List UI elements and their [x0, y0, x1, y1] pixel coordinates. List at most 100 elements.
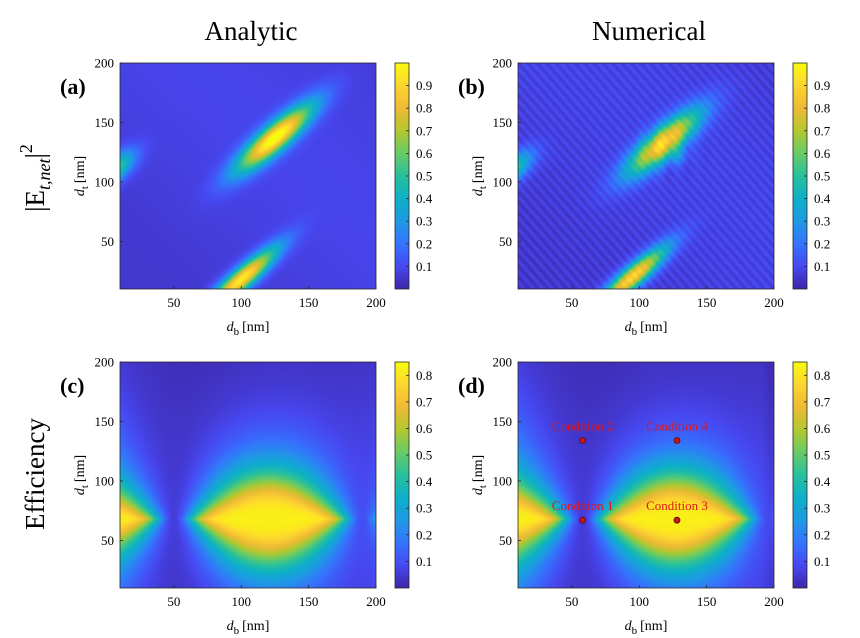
x-tick-label: 200 — [366, 295, 386, 310]
colorbar-tick-label: 0.1 — [416, 554, 432, 569]
colorbar-tick-label: 0.5 — [814, 169, 830, 184]
colorbar-tick-label: 0.5 — [416, 169, 432, 184]
colorbar-tick-label: 0.1 — [814, 554, 830, 569]
condition-label: Condition 3 — [646, 498, 708, 513]
row-label-efficiency: Efficiency — [20, 418, 50, 530]
colorbar-tick-label: 0.8 — [814, 368, 830, 383]
panel-label: (a) — [60, 74, 86, 99]
panel-d: 50 100 150 200 50 100 150 200 db [nm] dt[nm] (d) 0.1… — [458, 355, 831, 638]
x-tick-label: 200 — [764, 594, 784, 609]
colorbar-tick-label: 0.2 — [814, 236, 830, 251]
colorbar-tick-label: 0.6 — [814, 146, 831, 161]
colorbar-tick-label: 0.3 — [416, 501, 432, 516]
colorbar-tick-label: 0.3 — [814, 501, 830, 516]
y-axis-label: dt[nm] — [73, 455, 91, 495]
condition-marker — [579, 437, 587, 444]
condition-marker — [579, 516, 587, 524]
condition-marker — [673, 516, 681, 524]
y-tick-label: 200 — [493, 56, 513, 71]
heatmap-image — [120, 63, 376, 289]
x-tick-label: 50 — [167, 295, 180, 310]
plot-frame — [517, 62, 775, 290]
x-tick-label: 100 — [630, 594, 650, 609]
panel-b: 50 100 150 200 50 100 150 200 db [nm] dt[nm] (b) 0.1… — [458, 56, 831, 339]
x-tick-label: 200 — [366, 594, 386, 609]
colorbar-tick-label: 0.4 — [814, 474, 831, 489]
panels: 50 100 150 200 50 100 150 200 db [nm] dt[nm] (a) 0.1… — [60, 56, 831, 638]
plot-frame — [119, 62, 377, 290]
x-tick-label: 50 — [565, 594, 578, 609]
colorbar-tick-label: 0.9 — [814, 78, 830, 93]
column-title-analytic: Analytic — [205, 16, 298, 46]
x-tick-label: 50 — [167, 594, 180, 609]
y-tick-label: 50 — [101, 234, 114, 249]
y-tick-label: 200 — [493, 355, 513, 370]
colorbar-tick-label: 0.8 — [416, 101, 432, 116]
y-tick-label: 150 — [95, 115, 115, 130]
colorbar-tick-label: 0.2 — [814, 527, 830, 542]
y-tick-label: 100 — [493, 473, 513, 488]
x-tick-label: 100 — [630, 295, 650, 310]
y-tick-label: 100 — [95, 174, 115, 189]
x-axis-label: db [nm] — [625, 320, 668, 338]
y-tick-label: 50 — [499, 533, 512, 548]
colorbar-tick-label: 0.3 — [814, 214, 830, 229]
colorbar-tick-label: 0.9 — [416, 78, 432, 93]
panel-label: (d) — [458, 373, 485, 398]
x-tick-label: 100 — [232, 594, 252, 609]
colorbar-tick-label: 0.4 — [416, 474, 433, 489]
colorbar-tick-label: 0.8 — [416, 368, 432, 383]
colorbar-tick-label: 0.6 — [814, 421, 831, 436]
colorbar-tick-label: 0.5 — [814, 448, 830, 463]
x-tick-label: 100 — [232, 295, 252, 310]
colorbar — [394, 361, 410, 589]
panel-a: 50 100 150 200 50 100 150 200 db [nm] dt[nm] (a) 0.1… — [60, 56, 433, 339]
condition-marker — [673, 437, 681, 444]
x-axis-label: db [nm] — [625, 619, 668, 637]
colorbar — [792, 361, 808, 589]
colorbar-tick-label: 0.3 — [416, 214, 432, 229]
x-tick-label: 50 — [565, 295, 578, 310]
y-tick-label: 200 — [95, 355, 115, 370]
column-title-numerical: Numerical — [592, 16, 706, 46]
colorbar-tick-label: 0.7 — [416, 394, 433, 409]
y-tick-label: 150 — [493, 115, 513, 130]
y-axis-label: dt[nm] — [471, 156, 489, 196]
plot-frame — [119, 361, 377, 589]
colorbar-tick-label: 0.7 — [814, 394, 831, 409]
colorbar-tick-label: 0.5 — [416, 448, 432, 463]
x-tick-label: 150 — [697, 295, 717, 310]
x-tick-label: 150 — [299, 594, 319, 609]
heatmap-image — [120, 362, 376, 588]
colorbar-tick-label: 0.1 — [416, 259, 432, 274]
colorbar-tick-label: 0.7 — [814, 123, 831, 138]
plot-frame — [517, 361, 775, 589]
colorbar-tick-label: 0.6 — [416, 146, 433, 161]
y-axis-label: dt[nm] — [73, 156, 91, 196]
y-tick-label: 100 — [493, 174, 513, 189]
colorbar-tick-label: 0.4 — [416, 191, 433, 206]
condition-label: Condition 4 — [646, 419, 708, 434]
y-tick-label: 100 — [95, 473, 115, 488]
heatmap-image — [518, 63, 774, 289]
y-tick-label: 150 — [493, 414, 513, 429]
y-axis-label: dt[nm] — [471, 455, 489, 495]
colorbar-tick-label: 0.7 — [416, 123, 433, 138]
colorbar-tick-label: 0.6 — [416, 421, 433, 436]
colorbar-tick-label: 0.8 — [814, 101, 830, 116]
y-tick-label: 200 — [95, 56, 115, 71]
panel-label: (b) — [458, 74, 485, 99]
x-axis-label: db [nm] — [227, 619, 270, 637]
x-tick-label: 200 — [764, 295, 784, 310]
y-tick-label: 50 — [499, 234, 512, 249]
x-axis-label: db [nm] — [227, 320, 270, 338]
colorbar-tick-label: 0.1 — [814, 259, 830, 274]
colorbar-tick-label: 0.2 — [416, 236, 432, 251]
panel-c: 50 100 150 200 50 100 150 200 db [nm] dt[nm] (c) 0.1… — [60, 355, 433, 638]
colorbar-tick-label: 0.4 — [814, 191, 831, 206]
row-label-field-intensity: |Et,net|2 — [16, 144, 54, 212]
condition-label: Condition 1 — [552, 498, 614, 513]
condition-label: Condition 2 — [552, 419, 614, 434]
x-tick-label: 150 — [697, 594, 717, 609]
